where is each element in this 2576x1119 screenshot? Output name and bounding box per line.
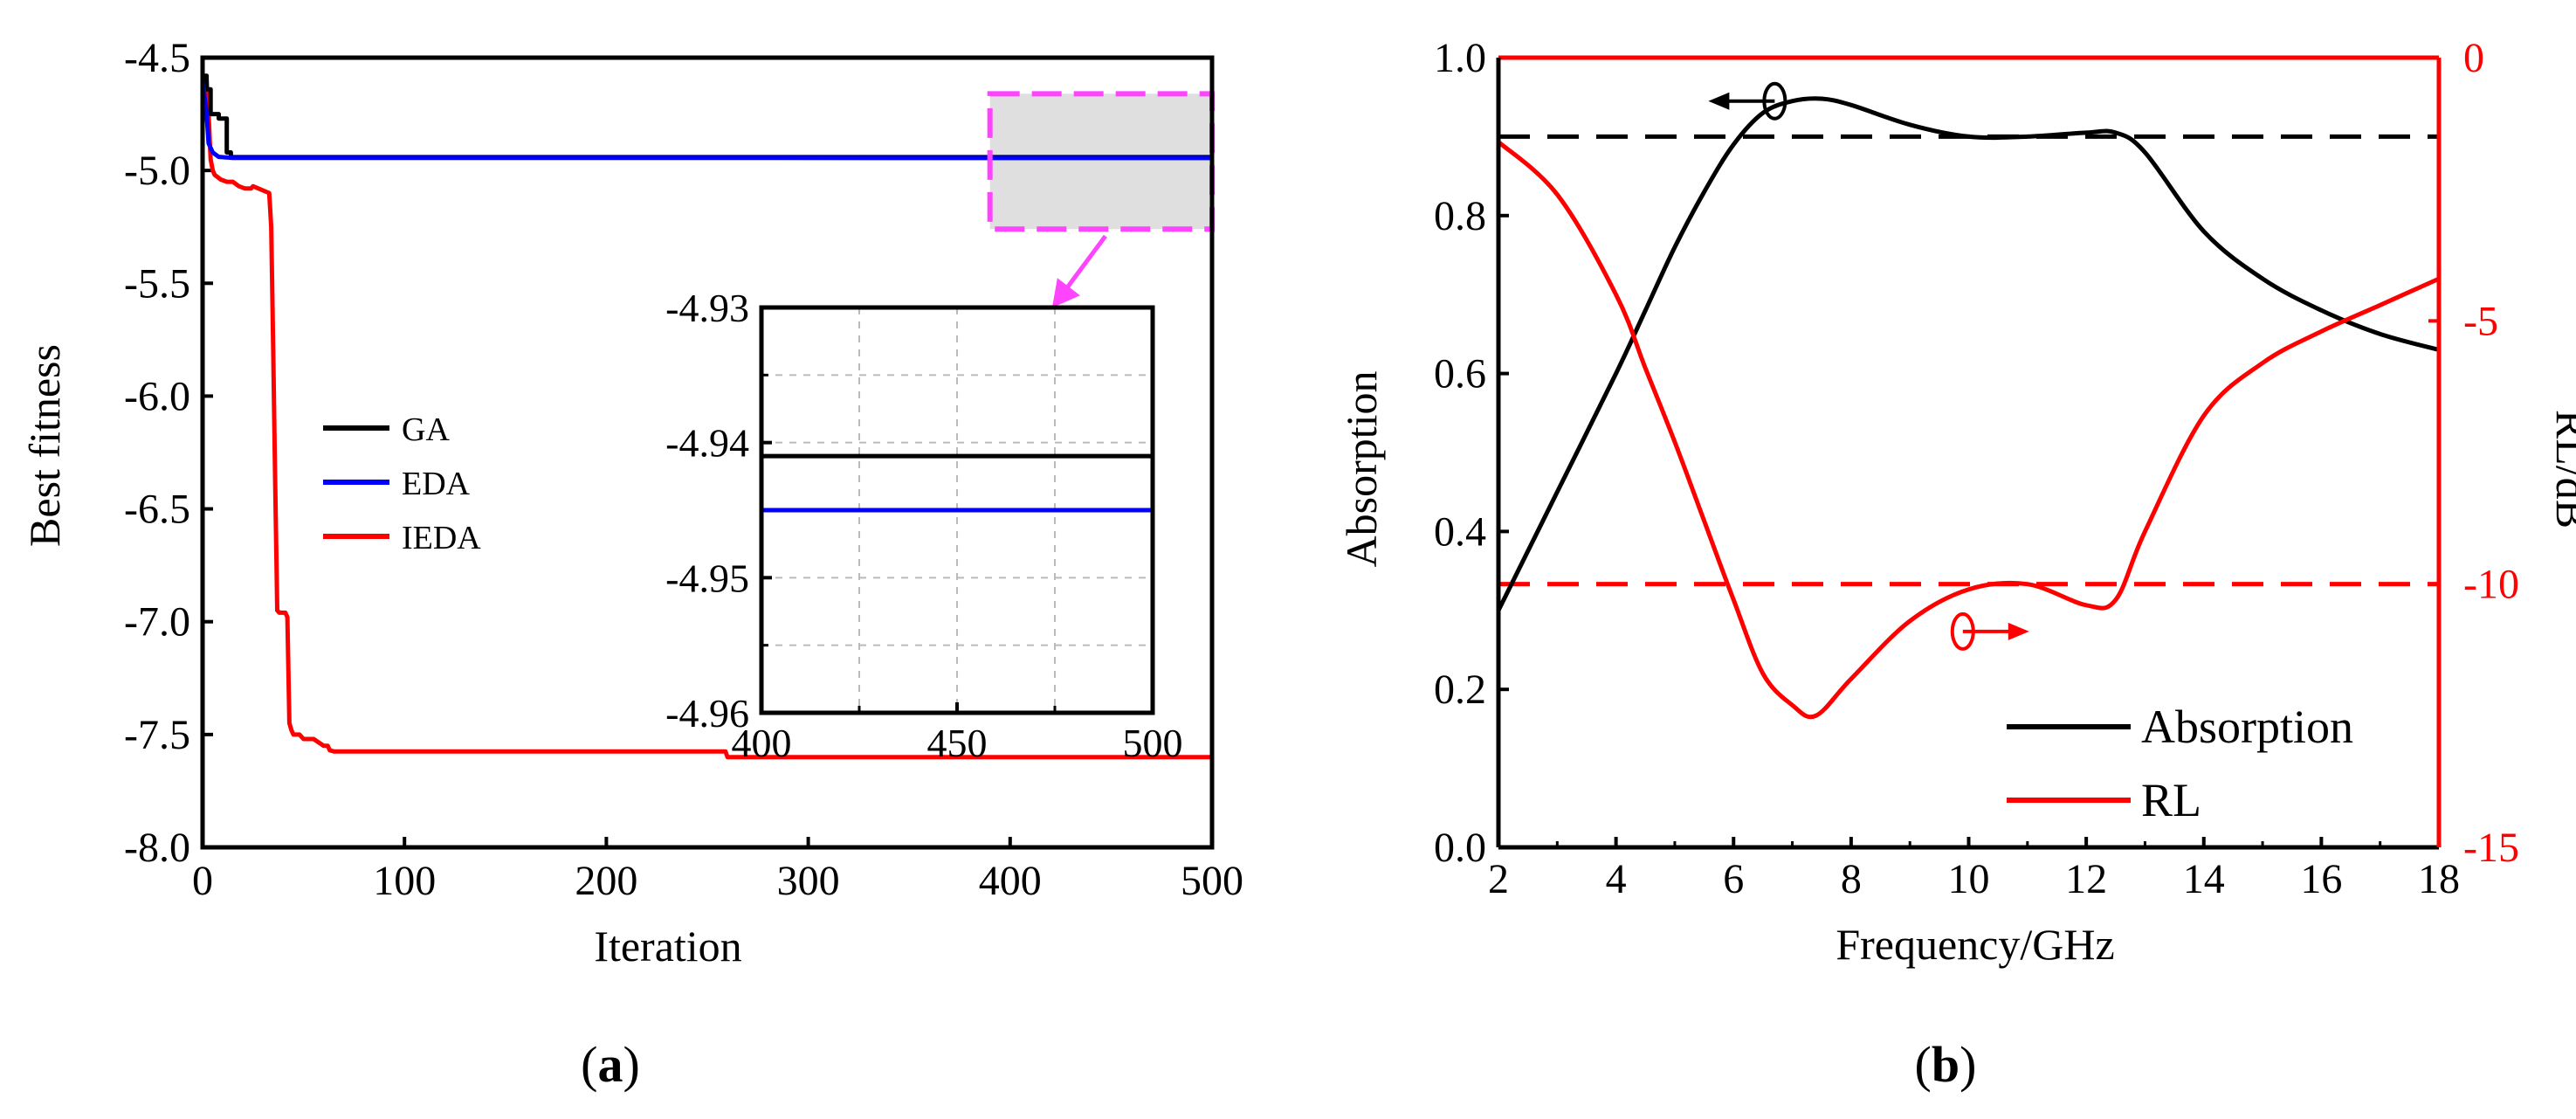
panel-b-letter: b: [1932, 1036, 1960, 1093]
panel-b: (b) Frequency/GHz Absorption RL/dB 2 4 6 8 1…: [1337, 35, 2576, 1093]
x-tick-label: 4: [1606, 856, 1627, 902]
inset-frame: [759, 305, 1155, 715]
y-tick-label: 0.4: [1434, 508, 1486, 555]
panel-b-xlabel: Frequency/GHz: [1836, 920, 2114, 969]
y2-tick-label: -5: [2463, 298, 2498, 344]
panel-a: (a) Iteration Best fitness 0 100 200 300 400…: [20, 35, 1243, 1093]
panel-a-zoom: [987, 91, 1216, 308]
panel-b-series: [1496, 96, 2441, 720]
inset-y-tick-label: -4.94: [665, 421, 749, 466]
y-tick-label: 0.6: [1434, 351, 1486, 397]
y-tick-label: 0.2: [1434, 667, 1486, 713]
y2-tick-label: -15: [2463, 825, 2519, 871]
panel-b-y2label: RL/dB: [2547, 410, 2576, 528]
panel-b-legend: Absorption RL: [2007, 701, 2353, 826]
x-tick-label: 400: [979, 858, 1042, 904]
panel-a-letter: a: [598, 1036, 623, 1093]
panel-b-y2-ticks: 0 -5 -10 -15: [2428, 35, 2519, 871]
series-line-ga: [203, 73, 1212, 160]
x-tick-label: 8: [1841, 856, 1862, 902]
panel-b-annotations: [1708, 81, 2029, 651]
panel-a-ylabel: Best fitness: [20, 344, 69, 547]
zoom-box-fill: [989, 93, 1212, 230]
x-tick-label: 6: [1723, 856, 1744, 902]
legend-label-ga: GA: [402, 411, 450, 448]
zoom-arrow-shaft: [1060, 234, 1107, 295]
y-tick-label: -7.0: [124, 599, 190, 646]
y-tick-label: -7.5: [124, 712, 190, 758]
panel-a-frame: [200, 55, 1215, 850]
inset-y-tick-label: -4.95: [665, 556, 749, 600]
y-tick-label: 1.0: [1434, 35, 1486, 81]
inset-x-tick-label: 450: [927, 721, 988, 765]
series-line-ieda: [200, 78, 1212, 760]
zoom-arrow-head: [1051, 278, 1080, 308]
x-tick-label: 100: [373, 858, 436, 904]
y-tick-label: -5.5: [124, 260, 190, 307]
legend-label-rl: RL: [2141, 774, 2201, 826]
x-tick-label: 18: [2418, 856, 2460, 902]
annotation-arrow-head-right: [2008, 622, 2029, 640]
panel-a-series: [200, 73, 1213, 760]
y-tick-label: -6.0: [124, 373, 190, 419]
panel-b-y-ticks: 0.0 0.2 0.4 0.6 0.8 1.0: [1434, 35, 1509, 871]
panel-b-label: (b): [1915, 1036, 1977, 1093]
zoom-box-border: [987, 91, 1216, 232]
legend-label-ieda: IEDA: [402, 520, 481, 556]
panel-a-inset: 400 450 500 -4.93 -4.94 -4.95 -4.96: [665, 286, 1182, 765]
x-tick-label: 200: [575, 858, 637, 904]
y2-tick-label: 0: [2463, 35, 2484, 81]
x-tick-label: 10: [1948, 856, 1990, 902]
series-line-rl: [1497, 140, 2441, 720]
x-tick-label: 12: [2065, 856, 2107, 902]
legend-label-absorption: Absorption: [2141, 701, 2353, 753]
inset-x-tick-label: 400: [732, 721, 792, 765]
inset-x-tick-label: 500: [1123, 721, 1183, 765]
series-line-absorption: [1496, 96, 2440, 611]
panel-a-x-ticks: 0 100 200 300 400 500: [192, 837, 1243, 904]
y-tick-label: -8.0: [124, 825, 190, 871]
y2-tick-label: -10: [2463, 562, 2519, 608]
x-tick-label: 2: [1488, 856, 1509, 902]
x-tick-label: 16: [2300, 856, 2342, 902]
panel-a-xlabel: Iteration: [594, 922, 741, 970]
panel-b-frame: [1496, 55, 2442, 850]
panel-b-x-ticks: 2 4 6 8 10 12 14 16 18: [1488, 837, 2460, 902]
panel-b-reference-lines: [1498, 134, 2439, 587]
legend-label-eda: EDA: [402, 466, 471, 502]
annotation-arrow-head-left: [1708, 92, 1730, 110]
x-tick-label: 0: [192, 858, 213, 904]
series-line-eda: [200, 79, 1213, 161]
y-tick-label: 0.8: [1434, 193, 1486, 239]
x-tick-label: 300: [777, 858, 840, 904]
y-tick-label: -5.0: [124, 148, 190, 194]
y-tick-label: 0.0: [1434, 825, 1486, 871]
panel-a-legend: GA EDA IEDA: [323, 411, 481, 556]
y-tick-label: -4.5: [124, 35, 190, 81]
x-tick-label: 14: [2183, 856, 2225, 902]
inset-y-tick-label: -4.96: [665, 691, 749, 736]
inset-y-tick-label: -4.93: [665, 286, 749, 330]
panel-a-y-ticks: -4.5 -5.0 -5.5 -6.0 -6.5 -7.0 -7.5 -8.0: [124, 35, 213, 871]
y-tick-label: -6.5: [124, 487, 190, 533]
panel-a-label: (a): [581, 1036, 640, 1093]
x-tick-label: 500: [1181, 858, 1243, 904]
panel-b-ylabel: Absorption: [1337, 371, 1386, 568]
